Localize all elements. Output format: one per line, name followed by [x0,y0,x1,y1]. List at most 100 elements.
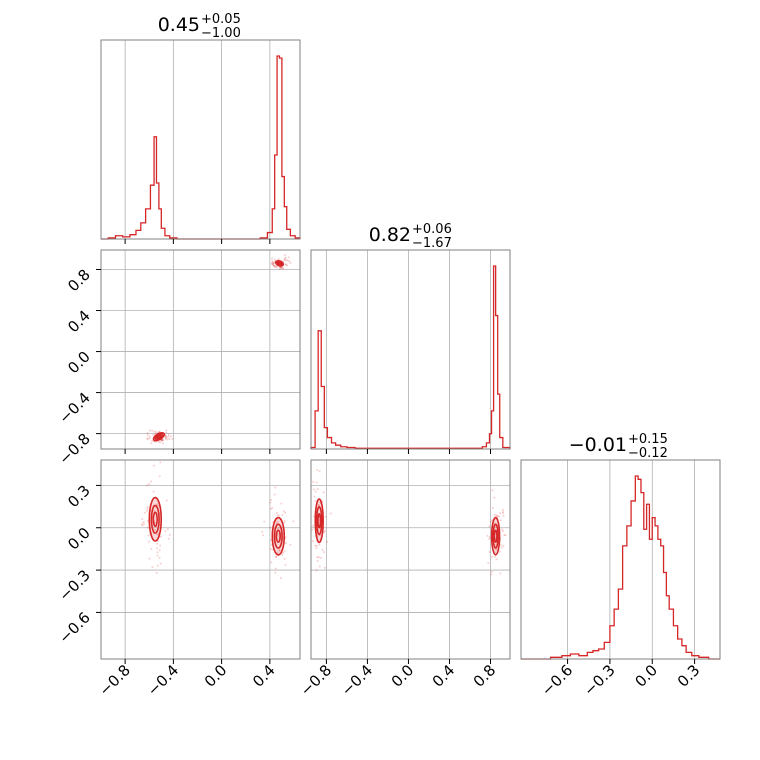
panel-1-1 [310,249,511,454]
scatter-point [148,557,151,560]
scatter-point [272,263,275,266]
contour-level-2 [152,511,158,527]
scatter-point [317,504,320,507]
scatter-point [170,435,173,438]
y-tick-label: −0.6 [55,609,93,647]
scatter-point [161,442,164,445]
scatter-point [159,544,162,547]
panel-frame [100,249,301,450]
scatter-point [488,536,491,539]
scatter-point [286,264,289,267]
scatter-point [156,542,159,545]
panel-content [311,469,507,576]
x-tick-label: 0.3 [674,661,704,691]
scatter-point [498,515,501,518]
scatter-point [146,526,149,529]
scatter-point [271,261,274,264]
y-tick-label: 0.4 [64,307,94,337]
scatter-point [276,533,279,536]
panel-frame [310,459,511,660]
scatter-point [502,514,505,517]
scatter-point [491,506,494,509]
scatter-point [284,542,287,545]
scatter-point [491,489,494,492]
scatter-point [146,484,149,487]
scatter-point [499,512,502,515]
scatter-point [312,480,315,483]
scatter-point [275,266,278,269]
scatter-point [158,549,161,552]
scatter-point [156,554,159,557]
scatter-point [315,569,318,572]
scatter-point [148,435,151,438]
scatter-point [316,469,319,472]
scatter-point [140,523,143,526]
scatter-point [500,546,503,549]
scatter-point [269,501,272,504]
scatter-point [503,534,506,537]
scatter-point [148,437,151,440]
scatter-point [292,520,295,523]
scatter-point [322,551,325,554]
scatter-point [154,431,157,434]
scatter-point [262,534,265,537]
scatter-point [289,261,292,264]
y-tick-label: 0.3 [64,482,94,512]
scatter-point [274,265,277,268]
scatter-point [167,433,170,436]
scatter-point [158,556,161,559]
scatter-point [150,480,153,483]
contour-level-0 [148,496,163,542]
scatter-point [499,544,502,547]
scatter-point [329,512,332,515]
scatter-point [151,429,154,432]
histogram-step-2 [521,475,720,660]
title-param-1-value: 0.82 [369,224,411,246]
scatter-point [283,520,286,523]
y-tick-label: −0.4 [55,389,93,427]
scatter-point [153,430,156,433]
scatter-point [152,433,155,436]
scatter-point [490,570,493,573]
scatter-point [504,534,507,537]
scatter-point [272,261,275,264]
panel-frame [310,249,511,450]
scatter-point [318,543,321,546]
scatter-point [286,259,289,262]
scatter-point [146,506,149,509]
title-param-0-plus: +0.05 [201,12,241,27]
scatter-point [312,488,315,491]
scatter-point [321,549,324,552]
scatter-point [270,262,273,265]
title-param-2-plus: +0.15 [628,432,668,447]
title-param-0-minus: −1.00 [201,26,241,41]
scatter-point [279,266,282,269]
scatter-point [167,435,170,438]
scatter-point [271,263,274,266]
title-param-1-minus: −1.67 [412,236,452,251]
panel-content [146,253,292,445]
scatter-point [284,264,287,267]
scatter-point [159,535,162,538]
contour-level-0 [490,516,501,556]
scatter-point [316,556,319,559]
scatter-point [168,533,171,536]
scatter-point [315,547,318,550]
scatter-point [326,540,329,543]
scatter-point [311,540,314,543]
scatter-point [146,509,149,512]
scatter-point [280,502,283,505]
y-tick-label: 0.0 [64,524,94,554]
scatter-point [317,504,320,507]
scatter-point [273,258,276,261]
scatter-point [501,530,504,533]
scatter-point [486,534,489,537]
scatter-point [282,552,285,555]
scatter-point [159,461,162,464]
scatter-point [270,498,273,501]
scatter-point [289,543,292,546]
scatter-point [164,437,167,440]
scatter-point [156,503,159,506]
scatter-point [323,531,326,534]
scatter-point [273,264,276,267]
